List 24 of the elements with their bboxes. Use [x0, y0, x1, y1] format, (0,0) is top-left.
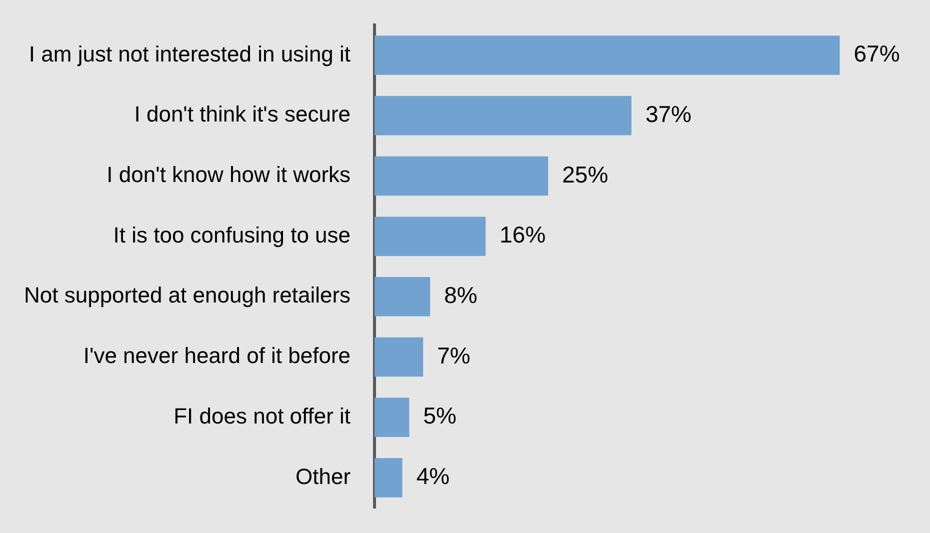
- data-label: 16%: [500, 222, 546, 248]
- data-label: 8%: [444, 282, 478, 308]
- bar: [374, 398, 410, 437]
- data-label: 7%: [437, 342, 470, 368]
- data-label: 37%: [645, 100, 692, 127]
- y-tick-label: Not supported at enough retailers: [24, 282, 351, 308]
- bar: [374, 337, 424, 377]
- bar: [374, 277, 430, 316]
- y-tick-label: I don't think it's secure: [134, 102, 351, 127]
- bar: [374, 156, 548, 196]
- data-label: 25%: [562, 161, 608, 188]
- bar: [374, 216, 486, 256]
- data-label: 5%: [423, 402, 457, 429]
- y-tick-label: I am just not interested in using it: [28, 41, 351, 66]
- data-label: 67%: [854, 40, 900, 67]
- y-tick-label: I've never heard of it before: [83, 343, 351, 368]
- y-tick-label: Other: [296, 464, 351, 489]
- data-label: 4%: [416, 463, 450, 490]
- bar: [374, 36, 840, 75]
- y-tick-label: It is too confusing to use: [113, 222, 351, 248]
- bar: [374, 458, 402, 498]
- bar: [374, 96, 632, 136]
- y-tick-label: I don't know how it works: [106, 162, 351, 188]
- y-tick-label: FI does not offer it: [174, 403, 351, 428]
